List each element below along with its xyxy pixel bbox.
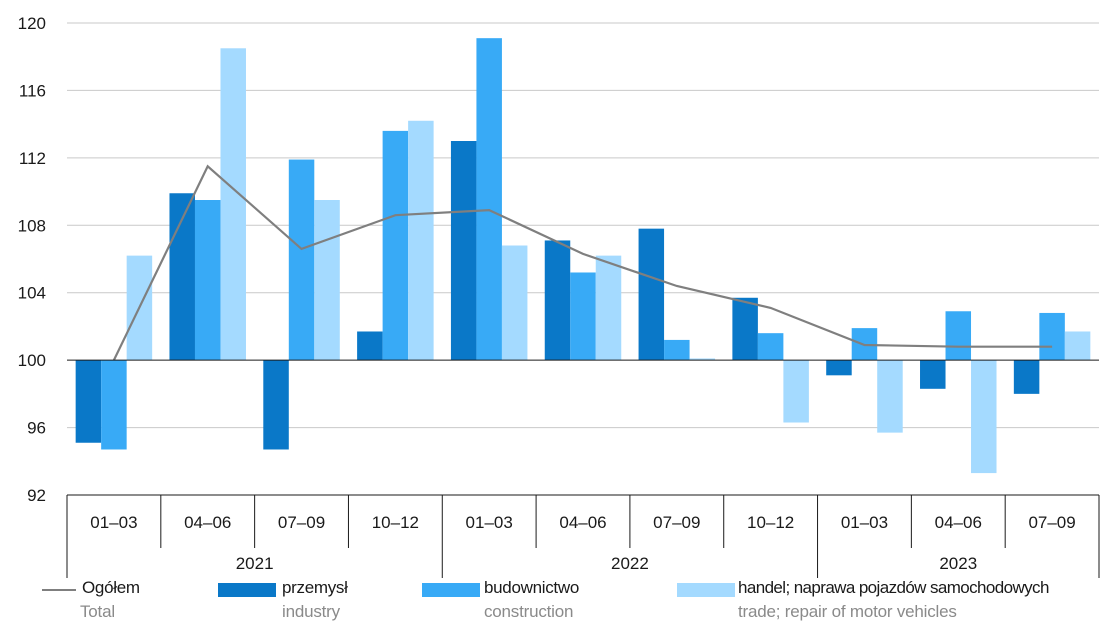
y-tick-label: 104	[18, 284, 46, 303]
legend-swatch-construction	[422, 583, 480, 597]
bar-trade	[220, 48, 246, 361]
y-tick-label: 116	[19, 81, 46, 100]
bar-industry	[920, 360, 946, 389]
y-tick-label: 112	[19, 149, 46, 168]
bar-industry	[357, 331, 383, 361]
y-tick-label: 100	[18, 351, 46, 370]
bar-trade	[595, 255, 622, 361]
x-tick-label: 07–09	[278, 513, 325, 532]
bars	[75, 38, 1091, 474]
chart-svg: 92 96 100 104 108 112 116 120 01–03 04–06 07–09 10–…	[18, 14, 1100, 578]
line-total	[112, 164, 1053, 361]
x-tick-label: 01–03	[841, 513, 888, 532]
bar-construction	[476, 38, 502, 361]
bar-construction	[664, 339, 690, 361]
legend-swatch-industry	[218, 583, 276, 597]
bar-construction	[757, 333, 784, 361]
x-tick-label: 01–03	[466, 513, 513, 532]
x-tick-label: 10–12	[747, 513, 794, 532]
legend-label-construction: budownictwo	[484, 578, 579, 597]
bar-industry	[638, 228, 665, 361]
legend-label-industry-en: industry	[282, 602, 340, 621]
bar-trade	[408, 120, 434, 361]
bar-construction	[288, 159, 315, 361]
bar-industry	[1013, 360, 1040, 394]
bar-industry	[450, 141, 477, 361]
legend-label-industry: przemysł	[282, 578, 348, 597]
legend-swatch-total	[42, 589, 76, 591]
bar-industry	[826, 360, 852, 376]
bar-trade	[501, 245, 528, 361]
x-tick-label: 01–03	[90, 513, 137, 532]
legend-label-total-en: Total	[80, 602, 115, 621]
legend: Ogółem Total przemysł industry budownict…	[0, 578, 1102, 626]
x-tick-label: 07–09	[653, 513, 700, 532]
y-tick-label: 120	[18, 14, 46, 33]
x-tick-label: 04–06	[559, 513, 606, 532]
bar-industry	[544, 240, 571, 361]
legend-label-trade: handel; naprawa pojazdów samochodowych	[738, 578, 1049, 597]
x-tick-label: 04–06	[935, 513, 982, 532]
bar-trade	[314, 200, 340, 361]
y-tick-label: 108	[18, 216, 46, 235]
x-tick-label: 07–09	[1028, 513, 1075, 532]
bar-industry	[75, 360, 102, 443]
year-label: 2023	[939, 554, 977, 573]
y-tick-label: 96	[27, 419, 46, 438]
legend-label-total: Ogółem	[82, 578, 140, 597]
legend-swatch-trade	[677, 583, 735, 597]
bar-trade	[877, 360, 903, 433]
bar-construction	[101, 360, 127, 450]
bar-construction	[1039, 312, 1065, 361]
year-label: 2022	[611, 554, 649, 573]
bar-construction	[570, 272, 596, 361]
x-tick-label: 10–12	[372, 513, 419, 532]
legend-label-construction-en: construction	[484, 602, 574, 621]
y-tick-label: 92	[27, 486, 46, 505]
bar-construction	[945, 311, 972, 361]
bar-industry	[263, 360, 289, 450]
axes	[66, 359, 1100, 578]
total-line	[112, 164, 1053, 361]
legend-label-trade-en: trade; repair of motor vehicles	[738, 602, 957, 621]
bar-trade	[783, 360, 809, 423]
bar-construction	[382, 130, 409, 361]
bar-construction	[194, 200, 221, 361]
bar-trade	[689, 358, 716, 361]
year-label: 2021	[236, 554, 274, 573]
x-tick-label: 04–06	[184, 513, 231, 532]
tick-labels: 92 96 100 104 108 112 116 120 01–03 04–06 07–09 10–…	[18, 14, 1076, 573]
bar-trade	[971, 360, 997, 474]
bar-trade	[1064, 331, 1091, 361]
bar-industry	[732, 297, 758, 361]
